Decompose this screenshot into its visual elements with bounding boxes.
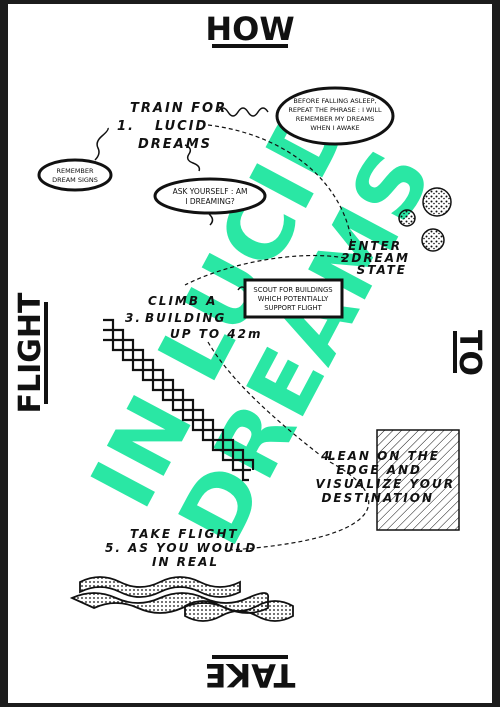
step-2: ENTER 2. DREAM STATE: [341, 239, 410, 277]
bubble-ask-line-1: ASK YOURSELF : AM: [173, 187, 248, 196]
step-3-line-1: CLIMB A: [148, 294, 217, 308]
step-1-line-1: TRAIN FOR: [130, 101, 227, 116]
step-1-line-3: DREAMS: [138, 137, 212, 152]
step-4-line-3: VISUALIZE YOUR: [315, 477, 455, 491]
step-5: TAKE FLIGHT 5. AS YOU WOULD IN REAL: [105, 527, 257, 569]
step-3-line-2: BUILDING: [145, 311, 226, 325]
bubble-signs-line-2: DREAM SIGNS: [52, 176, 98, 184]
bubble-phrase-line-1: BEFORE FALLING ASLEEP,: [293, 97, 376, 105]
step-1-number: 1.: [117, 119, 135, 134]
bubble-ask: ASK YOURSELF : AM I DREAMING?: [153, 177, 267, 215]
step-2-line-2: DREAM: [351, 251, 410, 265]
bubble-ask-line-2: I DREAMING?: [185, 197, 235, 206]
title-flight-bar: [44, 302, 48, 404]
title-to-bar: [453, 331, 457, 373]
step-3: CLIMB A 3. BUILDING UP TO 42m: [125, 294, 262, 341]
title-how: HOW: [205, 10, 294, 48]
destination-box: [376, 429, 460, 531]
step-1-line-2: LUCID: [155, 119, 208, 134]
squiggle-lines: [94, 107, 269, 294]
bubble-phrase-line-3: REMEMBER MY DREAMS: [296, 115, 375, 123]
title-take-bar: [212, 655, 288, 659]
bubble-phrase-line-2: REPEAT THE PHRASE : I WILL: [288, 106, 382, 114]
staircase: [103, 318, 255, 482]
step-5-line-1: TAKE FLIGHT: [130, 527, 239, 541]
title-how-underline: [212, 44, 288, 48]
step-5-number: 5.: [105, 541, 122, 555]
step-4: LEAN ON THE 4. EDGE AND VISUALIZE YOUR D…: [315, 449, 455, 505]
box-scout-line-2: WHICH POTENTIALLY: [258, 295, 329, 303]
step-2-line-1: ENTER: [348, 239, 402, 253]
step-4-line-1: LEAN ON THE: [328, 449, 440, 463]
step-4-number: 4.: [320, 449, 338, 463]
title-flight: FLIGHT: [13, 292, 48, 414]
bubble-phrase: BEFORE FALLING ASLEEP, REPEAT THE PHRASE…: [275, 86, 395, 146]
box-scout-line-1: SCOUT FOR BUILDINGS: [253, 286, 332, 294]
box-scout: SCOUT FOR BUILDINGS WHICH POTENTIALLY SU…: [243, 278, 344, 319]
wind-waves: [69, 576, 294, 622]
bubble-signs: REMEMBER DREAM SIGNS: [37, 158, 113, 192]
step-2-number: 2.: [341, 251, 358, 265]
step-3-number: 3.: [125, 311, 142, 325]
dream-spheres: [398, 187, 452, 252]
step-2-line-3: STATE: [357, 263, 407, 277]
dashed-path: [184, 124, 370, 551]
title-take: TAKE: [205, 656, 296, 694]
step-4-line-4: DESTINATION: [321, 491, 434, 505]
bubble-phrase-line-4: WHEN I AWAKE: [310, 124, 359, 132]
step-4-line-2: EDGE AND: [336, 463, 422, 477]
step-5-line-3: IN REAL: [152, 555, 219, 569]
step-1: TRAIN FOR 1. LUCID DREAMS: [117, 101, 227, 152]
bubble-signs-line-1: REMEMBER: [56, 167, 94, 175]
title-to: TO: [452, 330, 487, 376]
step-5-line-2: AS YOU WOULD: [127, 541, 257, 555]
step-3-line-3: UP TO 42m: [170, 327, 262, 341]
box-scout-line-3: SUPPORT FLIGHT: [264, 304, 322, 312]
